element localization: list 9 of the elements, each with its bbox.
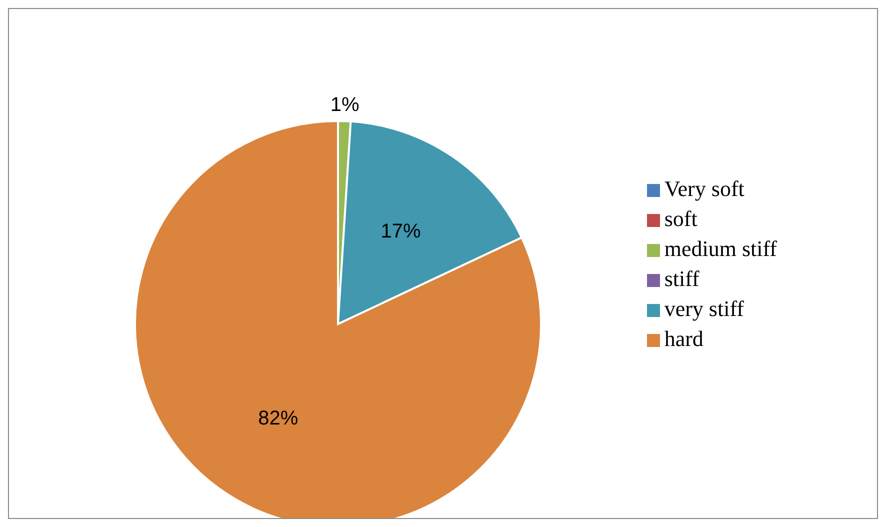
data-label: 1%: [330, 94, 360, 116]
legend-label: hard: [664, 326, 704, 350]
legend-label: Very soft: [664, 176, 744, 200]
data-label: 17%: [380, 220, 421, 243]
legend-label: very stiff: [664, 296, 744, 320]
legend-label: stiff: [664, 266, 700, 290]
legend-label: medium stiff: [664, 236, 777, 260]
data-label: 82%: [258, 407, 298, 430]
legend-label: soft: [664, 206, 698, 230]
